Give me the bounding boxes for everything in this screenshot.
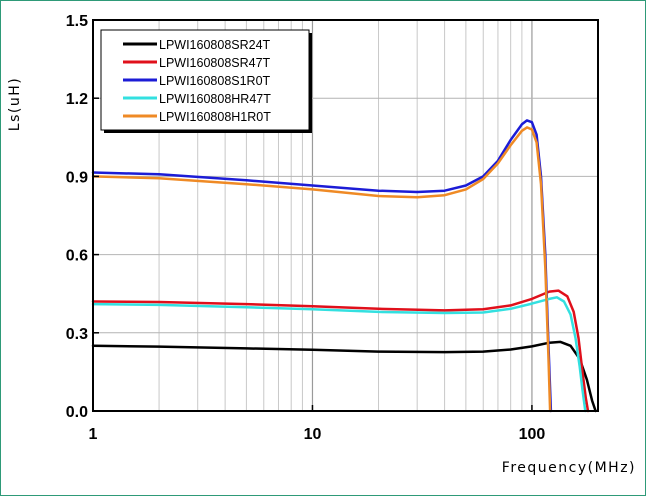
- x-axis-label: Frequency(MHz): [502, 460, 636, 476]
- y-axis-label: Ls(uH): [7, 77, 23, 131]
- y-tick-label: 0.9: [66, 169, 88, 186]
- series-line-4: [91, 126, 552, 413]
- legend-label-1: LPWI160808SR47T: [159, 56, 271, 70]
- plot-area-border: [92, 19, 599, 412]
- legend-label-0: LPWI160808SR24T: [159, 38, 271, 52]
- legend-label-2: LPWI160808S1R0T: [159, 74, 271, 88]
- x-tick-label: 100: [519, 426, 546, 443]
- series-line-2: [91, 119, 553, 413]
- series-line-3: [91, 296, 587, 413]
- x-tick-label: 10: [304, 426, 322, 443]
- y-tick-label: 1.5: [66, 13, 88, 30]
- y-tick-label: 0.0: [66, 404, 88, 421]
- y-tick-label: 0.3: [66, 326, 88, 343]
- x-tick-label: 1: [89, 426, 98, 443]
- y-axis-ticks: 0.0 0.3 0.6 0.9 1.2 1.5: [66, 13, 99, 421]
- x-axis-ticks: 1 10 100: [89, 405, 546, 443]
- y-tick-label: 0.6: [66, 248, 88, 265]
- series-line-1: [91, 289, 590, 413]
- y-tick-label: 1.2: [66, 91, 88, 108]
- series-line-0: [91, 340, 597, 413]
- legend-label-4: LPWI160808H1R0T: [159, 110, 271, 124]
- legend: LPWI160808SR24T LPWI160808SR47T LPWI160808…: [100, 29, 312, 133]
- series-lines: [91, 119, 597, 413]
- legend-label-3: LPWI160808HR47T: [159, 92, 271, 106]
